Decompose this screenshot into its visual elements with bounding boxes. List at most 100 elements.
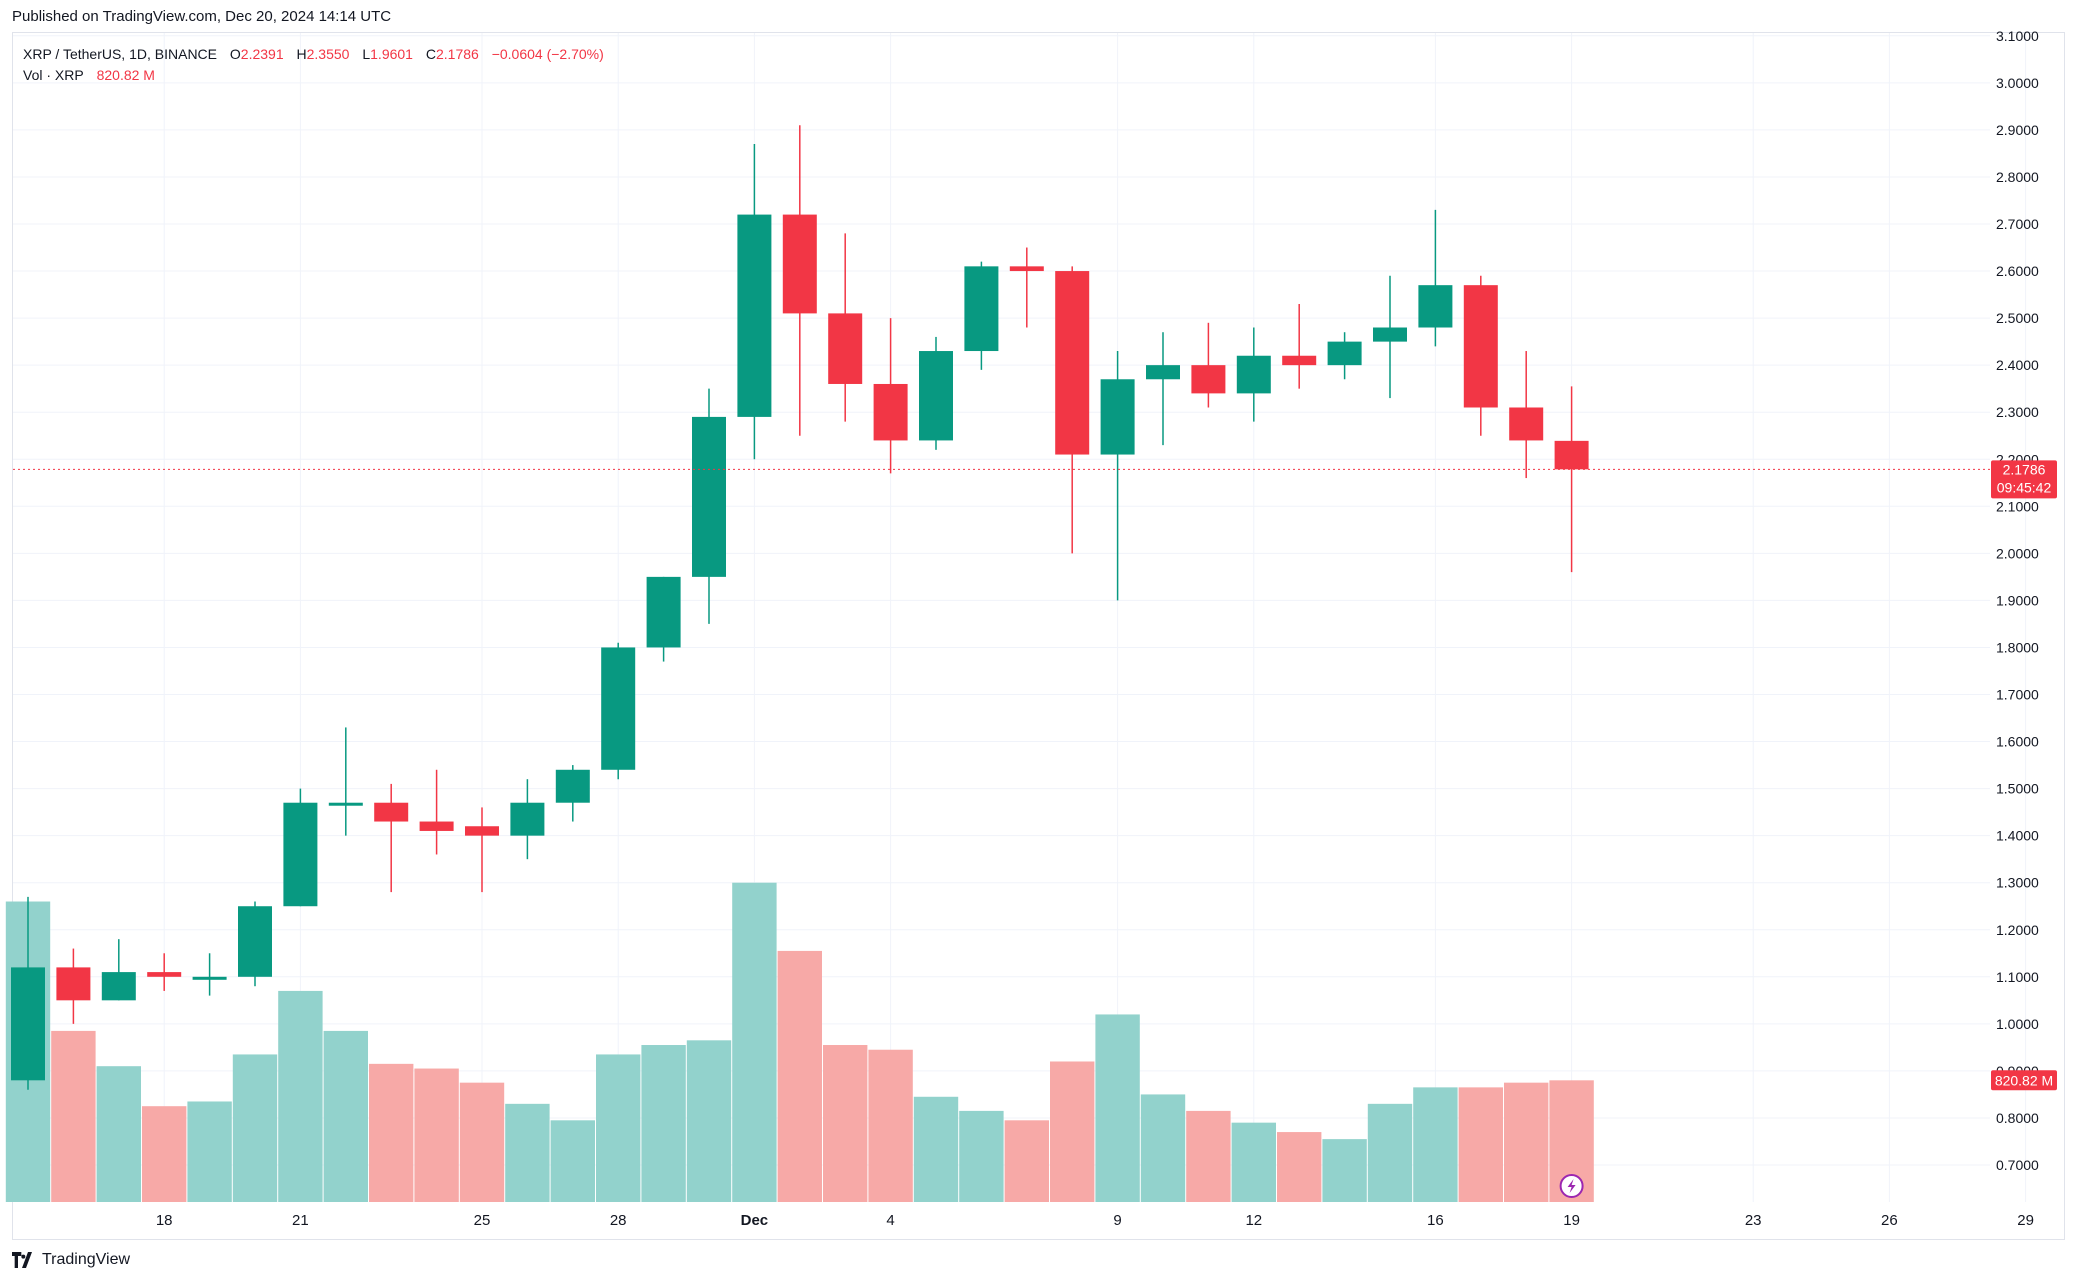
y-tick-label: 3.1000 xyxy=(1996,28,2039,44)
time-axis: 18 21 25 28 Dec 4 9 12 16 19 23 26 29 xyxy=(156,1212,2034,1229)
lightning-icon[interactable] xyxy=(1559,1174,1584,1198)
candle xyxy=(1327,332,1362,380)
candle xyxy=(11,896,45,1090)
candle xyxy=(555,765,590,822)
legend-low-label: L xyxy=(362,46,371,62)
candle-body xyxy=(1236,355,1271,394)
x-tick-label: 28 xyxy=(610,1212,627,1229)
candle-body xyxy=(510,802,545,836)
legend-high-label: H xyxy=(296,46,307,62)
candle xyxy=(465,807,499,893)
y-tick-label: 2.3000 xyxy=(1996,404,2039,420)
legend-low-value: 1.9601 xyxy=(370,46,413,62)
y-tick-label: 1.2000 xyxy=(1996,922,2039,938)
y-tick-label: 2.0000 xyxy=(1996,545,2039,561)
last-price-tag-countdown: 09:45:42 xyxy=(1997,479,2052,495)
x-tick-label: 26 xyxy=(1881,1212,1898,1229)
candle-body xyxy=(101,972,136,1001)
candle-body xyxy=(147,972,182,977)
candle-body xyxy=(1463,285,1498,408)
volume-bar xyxy=(823,1045,868,1202)
candle xyxy=(1282,303,1317,389)
candle-body xyxy=(1509,407,1544,441)
volume-bar xyxy=(1277,1132,1322,1202)
candle xyxy=(147,953,182,991)
legend-symbol: XRP / TetherUS, 1D, BINANCE xyxy=(23,46,217,62)
y-tick-label: 1.9000 xyxy=(1996,592,2039,608)
candle-body xyxy=(1055,271,1090,455)
volume-bar xyxy=(459,1082,505,1202)
candle xyxy=(1373,275,1407,399)
volume-bar xyxy=(686,1040,732,1202)
volume-bar xyxy=(278,990,323,1202)
candle-body xyxy=(873,383,908,441)
candle-body xyxy=(465,826,499,836)
volume-bar xyxy=(96,1066,141,1202)
volume-bar xyxy=(1004,1120,1049,1202)
y-tick-label: 1.7000 xyxy=(1996,687,2039,703)
x-tick-label: Dec xyxy=(741,1212,769,1229)
volume-bar xyxy=(414,1068,459,1202)
legend-symbol-row: XRP / TetherUS, 1D, BINANCE O2.2391 H2.3… xyxy=(23,44,604,65)
x-tick-label: 21 xyxy=(292,1212,309,1229)
last-price-tag: 2.1786 09:45:42 xyxy=(1991,460,2057,499)
candle xyxy=(328,727,363,836)
candle xyxy=(1009,247,1044,328)
volume-bar xyxy=(732,882,777,1202)
legend-volume-row: Vol · XRP 820.82 M xyxy=(23,65,604,86)
candle xyxy=(283,788,318,907)
candle xyxy=(374,783,409,893)
candle-body xyxy=(1554,440,1589,470)
candle xyxy=(828,233,863,422)
x-tick-label: 23 xyxy=(1745,1212,1762,1229)
volume-bar xyxy=(51,1030,96,1202)
legend-volume-label: Vol · XRP xyxy=(23,67,84,83)
volume-tag-bg xyxy=(1991,1070,2057,1091)
candle-body xyxy=(1146,365,1180,380)
candle-body xyxy=(238,906,272,977)
candle-body xyxy=(1418,285,1453,328)
candle xyxy=(1191,322,1226,408)
y-tick-label: 2.8000 xyxy=(1996,169,2039,185)
candle xyxy=(1236,327,1271,422)
y-tick-label: 3.0000 xyxy=(1996,75,2039,91)
chart-frame xyxy=(12,32,2065,1240)
volume-bar xyxy=(959,1110,1004,1202)
legend-close-value: 2.1786 xyxy=(435,46,479,62)
legend-volume-value: 820.82 M xyxy=(96,67,155,83)
candle-body xyxy=(328,802,363,806)
legend-open-value: 2.2391 xyxy=(240,46,284,62)
legend-change: −0.0604 (−2.70%) xyxy=(491,46,604,62)
last-price-tag-bg xyxy=(1991,460,2057,499)
y-tick-label: 1.3000 xyxy=(1996,875,2039,891)
volume-bars xyxy=(5,882,1594,1202)
volume-bar xyxy=(1413,1087,1458,1202)
candle-body xyxy=(1009,266,1044,272)
candle-body xyxy=(919,351,953,441)
x-tick-label: 19 xyxy=(1563,1212,1580,1229)
volume-bar xyxy=(596,1054,641,1202)
volume-bar xyxy=(1504,1082,1549,1202)
candle xyxy=(192,953,227,996)
candle-body xyxy=(1282,355,1317,366)
candle xyxy=(646,576,681,662)
x-tick-label: 16 xyxy=(1427,1212,1444,1229)
candle xyxy=(873,318,908,474)
candle xyxy=(238,901,272,987)
candle-body xyxy=(374,802,409,822)
candle xyxy=(56,948,91,1024)
y-tick-label: 1.8000 xyxy=(1996,639,2039,655)
candle-body xyxy=(646,576,681,648)
volume-bar xyxy=(142,1106,187,1202)
y-tick-label: 0.8000 xyxy=(1996,1110,2039,1126)
volume-bar xyxy=(187,1101,232,1202)
y-tick-label: 2.7000 xyxy=(1996,216,2039,232)
candle xyxy=(737,144,772,460)
x-tick-label: 18 xyxy=(156,1212,173,1229)
candle-body xyxy=(964,266,999,352)
candle-body xyxy=(1191,365,1226,394)
y-tick-label: 1.4000 xyxy=(1996,828,2039,844)
candle-body xyxy=(737,214,772,417)
lightning-icon-bolt xyxy=(1567,1179,1576,1193)
